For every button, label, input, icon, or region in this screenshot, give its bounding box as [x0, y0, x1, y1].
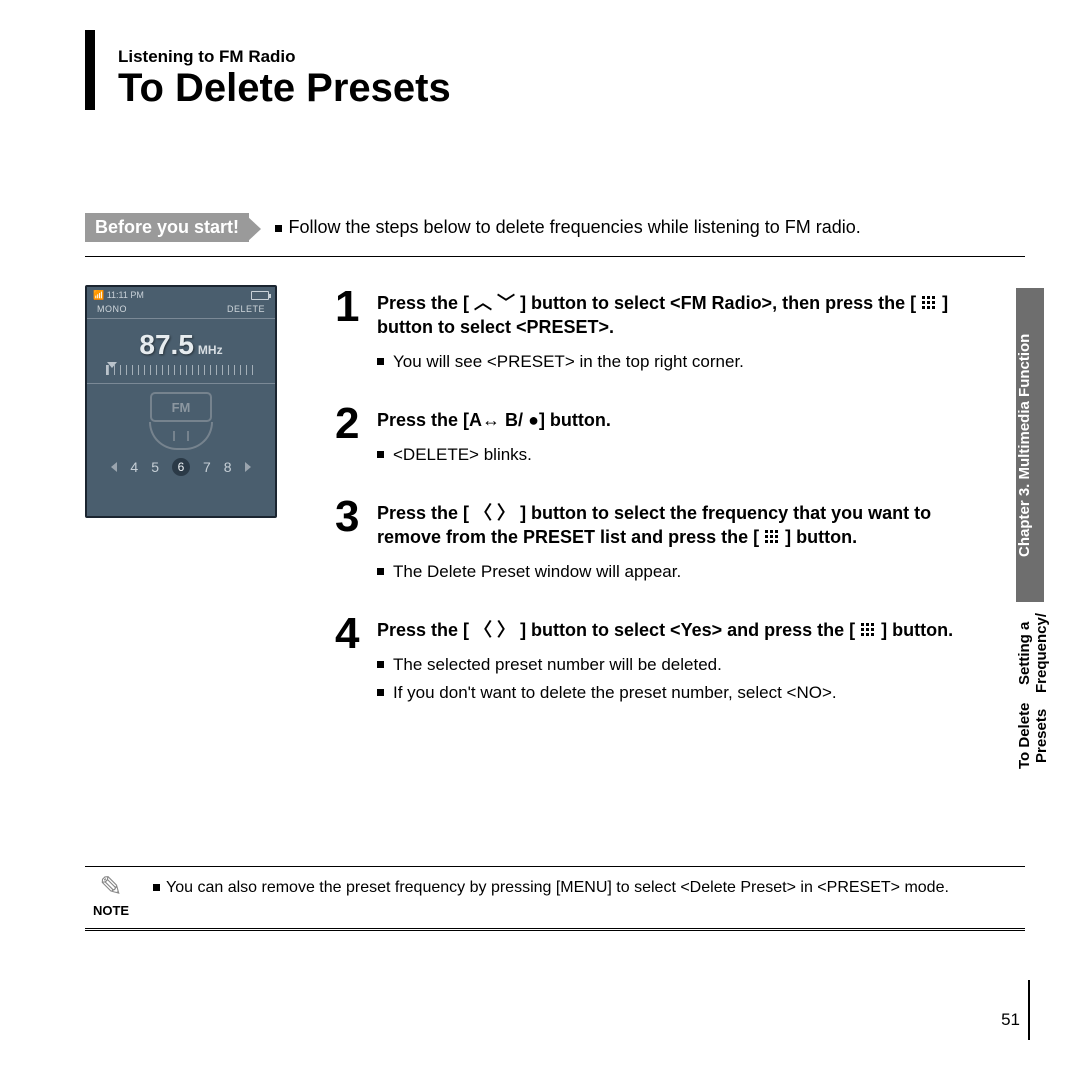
bullet-icon: [153, 884, 160, 891]
divider-double: [85, 928, 1025, 931]
divider: [85, 866, 1025, 867]
device-status-bar: 📶 11:11 PM: [87, 287, 275, 302]
note-text: You can also remove the preset frequency…: [153, 873, 949, 897]
device-preset-row: 4 5 6 7 8: [87, 454, 275, 484]
note-badge: ✎ NOTE: [85, 873, 137, 918]
step-number: 1: [335, 285, 377, 329]
step-bullet: If you don't want to delete the preset n…: [377, 681, 955, 706]
step-heading: Press the [ ︿ ﹀ ] button to select <FM R…: [377, 291, 955, 340]
left-right-arrow-icon: ↔: [482, 410, 500, 430]
step-number: 3: [335, 495, 377, 539]
preset-right-icon: [245, 462, 251, 472]
device-mode-row: MONO DELETE: [87, 302, 275, 314]
step-number: 4: [335, 612, 377, 656]
pencil-icon: ✎: [85, 873, 137, 901]
device-time: 11:11 PM: [107, 290, 144, 300]
device-unit: MHz: [198, 343, 223, 357]
step-heading: Press the [ 〈 〉 ] button to select the f…: [377, 501, 955, 550]
step-body: Press the [ 〈 〉 ] button to select <Yes>…: [377, 612, 955, 710]
step-bullets: The selected preset number will be delet…: [377, 653, 955, 706]
step-number: 2: [335, 402, 377, 446]
step-body: Press the [A↔ B/ ●] button. <DELETE> blin…: [377, 402, 955, 471]
device-screenshot: 📶 11:11 PM MONO DELETE 87.5 MHz FM 4 5 6 …: [85, 285, 277, 518]
step-bullet: The Delete Preset window will appear.: [377, 560, 955, 585]
step-bullet: You will see <PRESET> in the top right c…: [377, 350, 955, 375]
grid-icon: [861, 623, 875, 637]
device-mode-right: DELETE: [227, 304, 265, 314]
preset-item: 5: [151, 459, 159, 475]
step-bullets: The Delete Preset window will appear.: [377, 560, 955, 585]
record-dot-icon: ●: [528, 410, 539, 430]
step: 2Press the [A↔ B/ ●] button. <DELETE> bli…: [335, 402, 955, 471]
up-down-icon: ︿ ﹀: [474, 293, 515, 313]
step-bullet: <DELETE> blinks.: [377, 443, 955, 468]
fm-dial-icon: [149, 422, 213, 450]
step-body: Press the [ ︿ ﹀ ] button to select <FM R…: [377, 285, 955, 378]
page-title: To Delete Presets: [118, 66, 451, 111]
header-accent-bar: [85, 30, 95, 110]
side-tab-topic: To Delete Presets Setting a Frequency/: [1016, 602, 1044, 780]
side-tab-chapter: Chapter 3. Multimedia Function: [1016, 288, 1044, 602]
side-tab-line1: Setting a Frequency/: [1016, 608, 1044, 698]
note-label: NOTE: [85, 903, 137, 918]
device-ruler: [106, 365, 256, 375]
step: 4Press the [ 〈 〉 ] button to select <Yes…: [335, 612, 955, 710]
step-body: Press the [ 〈 〉 ] button to select the f…: [377, 495, 955, 588]
side-tab-line2: To Delete Presets: [1016, 698, 1044, 774]
section-label: Listening to FM Radio: [118, 47, 296, 67]
preset-item: 8: [224, 459, 232, 475]
left-right-angle-icon: 〈 〉: [474, 503, 515, 523]
note-content: You can also remove the preset frequency…: [166, 879, 949, 896]
step: 3Press the [ 〈 〉 ] button to select the …: [335, 495, 955, 588]
preset-item-selected: 6: [172, 458, 190, 476]
grid-icon: [765, 530, 779, 544]
before-you-start-text: Follow the steps below to delete frequen…: [275, 217, 860, 238]
preset-item: 7: [203, 459, 211, 475]
device-fm-illustration: FM: [87, 384, 275, 454]
device-frequency: 87.5: [139, 329, 194, 360]
step-heading: Press the [A↔ B/ ●] button.: [377, 408, 955, 432]
note-row: ✎ NOTE You can also remove the preset fr…: [85, 866, 1025, 918]
side-tab: Chapter 3. Multimedia Function To Delete…: [1016, 288, 1044, 780]
steps-list: 1Press the [ ︿ ﹀ ] button to select <FM …: [335, 285, 955, 734]
fm-label: FM: [150, 392, 212, 422]
step-bullet: The selected preset number will be delet…: [377, 653, 955, 678]
left-right-angle-icon: 〈 〉: [474, 620, 515, 640]
page-number: 51: [1001, 1010, 1020, 1030]
before-you-start-content: Follow the steps below to delete frequen…: [288, 217, 860, 237]
battery-icon: [251, 291, 269, 300]
device-mode-left: MONO: [97, 304, 127, 314]
before-you-start-badge: Before you start!: [85, 213, 249, 242]
preset-item: 4: [130, 459, 138, 475]
device-frequency-band: 87.5 MHz: [87, 318, 275, 384]
step-bullets: <DELETE> blinks.: [377, 443, 955, 468]
divider: [85, 256, 1025, 257]
grid-icon: [922, 296, 936, 310]
preset-left-icon: [111, 462, 117, 472]
before-you-start-row: Before you start! Follow the steps below…: [85, 213, 1025, 242]
badge-arrow-icon: [247, 216, 261, 242]
footer-accent-bar: [1028, 980, 1030, 1040]
step: 1Press the [ ︿ ﹀ ] button to select <FM …: [335, 285, 955, 378]
bullet-icon: [275, 225, 282, 232]
step-bullets: You will see <PRESET> in the top right c…: [377, 350, 955, 375]
step-heading: Press the [ 〈 〉 ] button to select <Yes>…: [377, 618, 955, 642]
